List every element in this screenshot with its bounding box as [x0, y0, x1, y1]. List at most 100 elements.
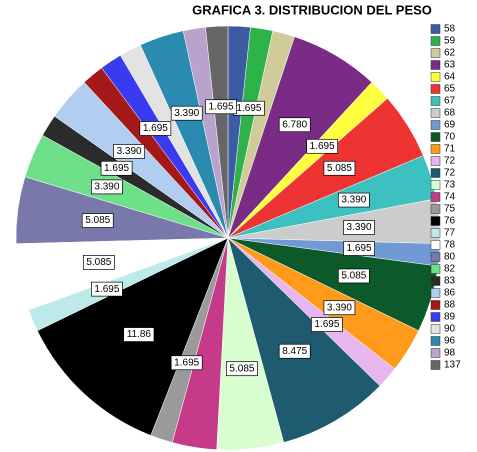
legend-label: 70 [444, 132, 456, 143]
data-label: 1.695 [94, 284, 119, 295]
pie-slice [205, 25, 229, 239]
data-label-box [113, 144, 145, 159]
legend-label: 76 [444, 216, 456, 227]
legend-swatch [430, 180, 441, 190]
data-label-box [323, 160, 356, 176]
data-label: 3.390 [94, 182, 119, 193]
legend-swatch [430, 120, 441, 130]
legend-swatch [430, 96, 441, 106]
data-label-box [323, 300, 356, 316]
data-label-box [139, 121, 172, 136]
legend-swatch [430, 264, 441, 274]
data-label-box [337, 268, 370, 284]
legend-label: 73 [444, 180, 456, 191]
data-label-box [81, 213, 114, 228]
legend-swatch [430, 336, 441, 346]
legend-label: 77 [444, 228, 456, 239]
legend-label: 64 [444, 72, 456, 83]
data-label-box [170, 105, 203, 121]
data-label: 1.695 [104, 163, 129, 174]
legend-label: 59 [444, 36, 456, 47]
legend-label: 78 [444, 240, 456, 251]
chart-title: GRAFICA 3. DISTRIBUCION DEL PESO [192, 2, 432, 17]
data-label: 5.085 [85, 215, 110, 226]
legend-swatch [430, 156, 441, 166]
legend-label: 96 [444, 336, 456, 347]
legend-label: 72 [444, 168, 456, 179]
legend-swatch [430, 72, 441, 82]
legend-label: 67 [444, 96, 456, 107]
data-label: 11.86 [127, 329, 152, 340]
legend-label: 62 [444, 48, 456, 59]
legend-swatch [430, 168, 441, 178]
legend-swatch [430, 228, 441, 238]
data-label-box [100, 160, 133, 176]
data-label: 3.390 [327, 302, 352, 313]
data-label-box [278, 117, 311, 133]
legend-swatch [430, 48, 441, 58]
data-label-box [226, 361, 258, 377]
data-label: 3.390 [174, 108, 199, 119]
data-label-box [311, 317, 343, 332]
legend-swatch [430, 324, 441, 334]
data-label-box [205, 99, 237, 115]
legend-swatch [430, 276, 441, 286]
data-label-box [306, 138, 339, 154]
legend-label: 86 [444, 288, 456, 299]
data-label-box [123, 327, 155, 342]
legend-label: 75 [444, 204, 456, 215]
legend-label: 69 [444, 120, 456, 131]
data-label: 1.695 [208, 101, 233, 112]
legend-swatch [430, 216, 441, 226]
data-label: 8.475 [282, 346, 307, 357]
legend-label: 89 [444, 312, 456, 323]
legend-label: 65 [444, 84, 456, 95]
legend-label: 58 [444, 24, 456, 35]
data-label: 1.695 [314, 319, 339, 330]
legend-swatch [430, 192, 441, 202]
data-label: 5.085 [86, 257, 111, 268]
data-label-box [337, 192, 370, 208]
data-label-box [343, 220, 375, 235]
data-label: 1.695 [143, 123, 168, 134]
pie-slice [227, 237, 381, 443]
data-label: 3.390 [347, 222, 372, 233]
data-label: 1.695 [347, 243, 372, 254]
data-label: 1.695 [174, 357, 199, 368]
legend-label: 137 [444, 360, 461, 371]
data-label-box [170, 355, 203, 371]
data-label: 1.695 [310, 141, 335, 152]
legend-label: 98 [444, 348, 456, 359]
legend-swatch [430, 288, 441, 298]
data-label: 1.695 [236, 103, 261, 114]
data-label-box [278, 343, 311, 359]
legend-label: 80 [444, 252, 456, 263]
legend-swatch [430, 24, 441, 34]
legend-swatch [430, 204, 441, 214]
data-label-box [91, 281, 123, 297]
legend-label: 68 [444, 108, 456, 119]
legend-label: 71 [444, 144, 456, 155]
legend-swatch [430, 252, 441, 262]
legend-swatch [430, 348, 441, 358]
legend-label: 72 [444, 156, 456, 167]
legend-label: 82 [444, 264, 456, 275]
data-label-box [82, 255, 115, 270]
legend-swatch [430, 36, 441, 46]
data-label: 3.390 [117, 146, 142, 157]
legend-swatch [430, 132, 441, 142]
legend-label: 63 [444, 60, 456, 71]
legend-swatch [430, 84, 441, 94]
data-label: 5.085 [341, 271, 366, 282]
legend-label: 74 [444, 192, 456, 203]
legend-label: 83 [444, 276, 456, 287]
legend-swatch [430, 144, 441, 154]
data-label-box [91, 179, 123, 195]
legend-label: 90 [444, 324, 456, 335]
data-label: 5.085 [229, 363, 254, 374]
legend-swatch [430, 240, 441, 250]
legend-swatch [430, 108, 441, 118]
legend-swatch [430, 360, 441, 370]
legend-swatch [430, 312, 441, 322]
